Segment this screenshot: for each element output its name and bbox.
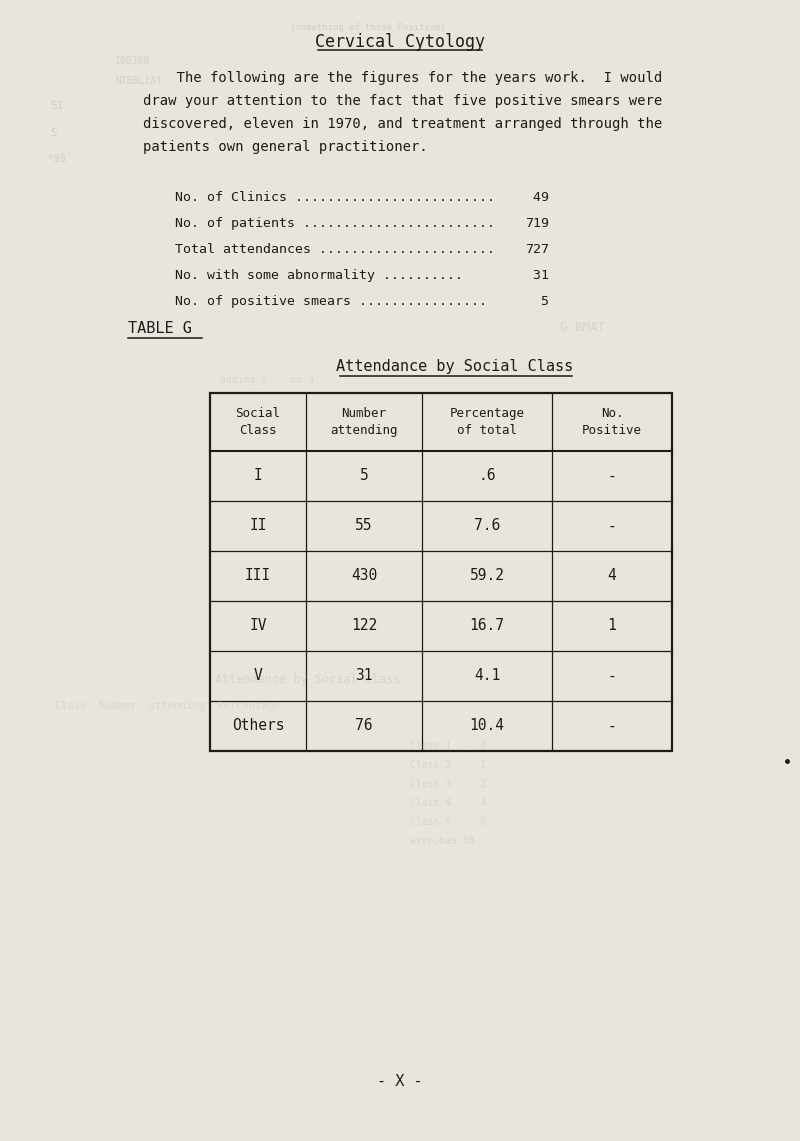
Text: arro.haa 08: arro.haa 08 [410, 836, 474, 845]
Text: Percentage
of total: Percentage of total [450, 407, 525, 437]
Text: The following are the figures for the years work.  I would: The following are the figures for the ye… [143, 71, 662, 84]
Text: Number
attending: Number attending [330, 407, 398, 437]
Text: III: III [245, 568, 271, 583]
Text: No. of Clinics .........................: No. of Clinics ......................... [175, 191, 495, 204]
Text: G BMAT: G BMAT [560, 321, 605, 334]
Text: 4.1: 4.1 [474, 669, 500, 683]
Text: 49: 49 [525, 191, 549, 204]
Text: discovered, eleven in 1970, and treatment arranged through the: discovered, eleven in 1970, and treatmen… [143, 118, 662, 131]
Text: -: - [608, 469, 616, 484]
Text: No. of positive smears ................: No. of positive smears ................ [175, 296, 487, 308]
Text: No. with some abnormality ..........: No. with some abnormality .......... [175, 269, 463, 282]
Text: 1: 1 [608, 618, 616, 633]
Text: 5: 5 [525, 296, 549, 308]
Text: *95: *95 [46, 154, 66, 164]
Text: 719: 719 [525, 217, 549, 230]
Text: Class 1  -  0: Class 1 - 0 [410, 741, 486, 751]
Text: 430: 430 [351, 568, 377, 583]
Text: 16.7: 16.7 [470, 618, 505, 633]
Text: I: I [254, 469, 262, 484]
Text: -: - [608, 669, 616, 683]
Text: Attendance by Social Class: Attendance by Social Class [215, 673, 400, 686]
Text: .6: .6 [478, 469, 496, 484]
Text: Class  Number  attending  Percentage: Class Number attending Percentage [55, 701, 280, 711]
Text: -: - [608, 518, 616, 534]
Text: TABLE G: TABLE G [128, 321, 192, 335]
Text: II: II [250, 518, 266, 534]
Text: 76: 76 [355, 719, 373, 734]
Text: 31: 31 [525, 269, 549, 282]
Text: Attendance by Social Class: Attendance by Social Class [336, 359, 574, 374]
Text: No. of patients ........................: No. of patients ........................ [175, 217, 495, 230]
Text: 5: 5 [360, 469, 368, 484]
Text: Class 3  -  2: Class 3 - 2 [410, 779, 486, 788]
Text: 31: 31 [355, 669, 373, 683]
Text: 100368: 100368 [115, 56, 150, 66]
Text: Total attendances ......................: Total attendances ...................... [175, 243, 495, 256]
Text: - X -: - X - [377, 1074, 423, 1089]
Text: draw your attention to the fact that five positive smears were: draw your attention to the fact that fiv… [143, 94, 662, 108]
Text: No.
Positive: No. Positive [582, 407, 642, 437]
Text: 122: 122 [351, 618, 377, 633]
Text: patients own general practitioner.: patients own general practitioner. [143, 140, 428, 154]
Text: IV: IV [250, 618, 266, 633]
Text: 10.4: 10.4 [470, 719, 505, 734]
Text: Others: Others [232, 719, 284, 734]
Text: Class 5  -  0: Class 5 - 0 [410, 817, 486, 827]
Text: adding y    no.a: adding y no.a [220, 375, 314, 385]
Text: 5: 5 [50, 128, 57, 138]
Text: 59.2: 59.2 [470, 568, 505, 583]
Text: -: - [608, 719, 616, 734]
Text: (something of those Positive): (something of those Positive) [290, 23, 446, 32]
Text: NTBBLIAT: NTBBLIAT [115, 76, 162, 86]
Text: Class 2  -  1: Class 2 - 1 [410, 760, 486, 770]
Text: SI: SI [50, 102, 63, 111]
Text: V: V [254, 669, 262, 683]
Text: 727: 727 [525, 243, 549, 256]
Text: Class 4  -  4: Class 4 - 4 [410, 798, 486, 808]
Text: Cervical Cytology: Cervical Cytology [315, 33, 485, 51]
Text: 7.6: 7.6 [474, 518, 500, 534]
Text: 55: 55 [355, 518, 373, 534]
Bar [210, 393, 672, 751]
Text: Social
Class: Social Class [235, 407, 281, 437]
Text: 4: 4 [608, 568, 616, 583]
